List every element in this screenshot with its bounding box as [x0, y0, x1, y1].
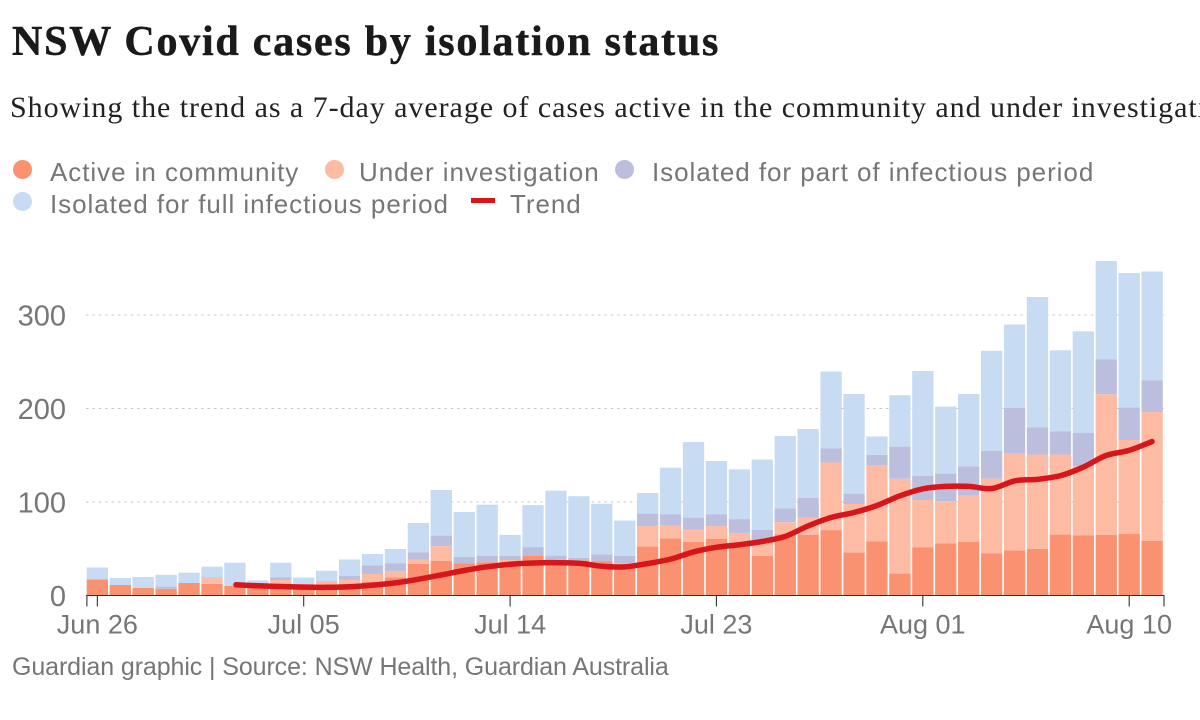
svg-text:0: 0: [50, 581, 66, 613]
svg-text:Jul 05: Jul 05: [268, 610, 340, 640]
svg-text:300: 300: [18, 300, 66, 332]
svg-text:Aug 01: Aug 01: [880, 610, 966, 640]
svg-text:Aug 10: Aug 10: [1086, 610, 1172, 640]
svg-text:Jun 26: Jun 26: [57, 610, 138, 640]
svg-text:100: 100: [18, 487, 66, 519]
svg-text:Jul 14: Jul 14: [474, 610, 546, 640]
svg-text:Jul 23: Jul 23: [680, 610, 752, 640]
svg-text:200: 200: [18, 394, 66, 426]
